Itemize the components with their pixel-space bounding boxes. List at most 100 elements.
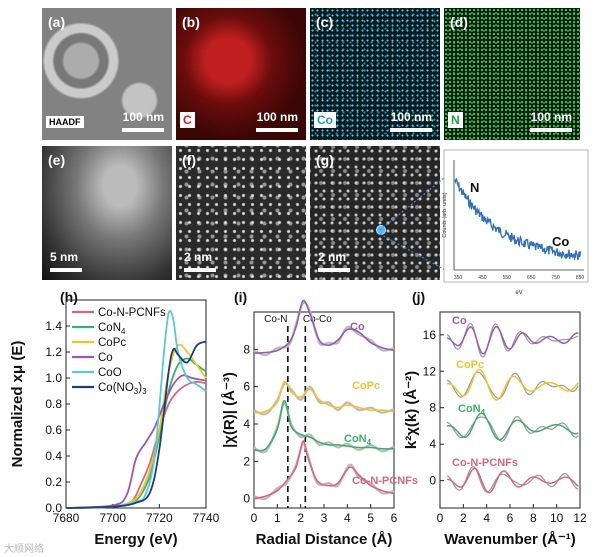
scale-bar-d (530, 128, 572, 132)
chart-i-ytick-4: 4 (243, 417, 250, 431)
scale-text-b: 100 nm (256, 110, 298, 124)
chart-i-xtick-5: 5 (367, 511, 374, 525)
chart-h-series-co-no3-3 (65, 340, 207, 509)
chart-j-ytick-4: 4 (429, 437, 436, 451)
chart-h-ytick-1.2: 1.2 (45, 345, 62, 359)
chart-j-xtick-0: 0 (437, 511, 444, 525)
chart-h-xtick-7680: 7680 (53, 511, 80, 525)
eels-peak-co: Co (552, 234, 569, 249)
chart-h-frame (65, 299, 207, 509)
chart-i-ytick-6: 6 (243, 380, 250, 394)
chart-i-series-label: Co (350, 321, 365, 333)
chart-i-fit-co (253, 299, 395, 354)
scale-bar-a (122, 128, 164, 132)
chart-j-xtick-6: 6 (507, 511, 514, 525)
scale-bar-b (256, 128, 298, 132)
eels-tick-750: 750 (551, 275, 560, 281)
chart-j-xlabel: Wavenumber (Å⁻¹) (444, 531, 576, 548)
watermark: 大顺网络 (4, 544, 44, 555)
chart-j: (j) 0 2 4 6 8 10 12 0 4 8 12 16 Co CoPc CoN4 Co-N-PCNF… (403, 289, 587, 548)
chart-h-xtick-7700: 7700 (99, 511, 126, 525)
eels-tick-350: 350 (454, 275, 463, 281)
chart-h-series-co-n-pcnfs (65, 380, 207, 509)
eels-connector-bottom (379, 233, 457, 277)
chart-h-ylabel: Normalized xμ (E) (9, 341, 26, 468)
scale-text-g: 2 nm (318, 250, 347, 264)
chart-i-guide-label: Co-Co (303, 314, 332, 325)
chart-h-ytick-1.0: 1.0 (45, 371, 62, 385)
panel-label-a: (a) (48, 14, 66, 30)
chart-j-ytick-0: 0 (429, 474, 436, 488)
chart-i-fit-con4 (253, 399, 395, 452)
eels-frame (443, 149, 589, 283)
chart-h-series-coo (65, 309, 207, 509)
panel-e-stem: (e) 5 nm (42, 146, 172, 280)
chart-i-series-label: CoN4 (344, 433, 372, 447)
chart-h-legend-label: CoN4 (98, 322, 126, 336)
chart-h-legend-label: Co (98, 352, 113, 364)
eels-inset: Counts (arb. units) eV 350 450 550 650 750 85… (379, 149, 589, 296)
panel-g-stem: (g) 2 nm (310, 146, 440, 280)
chart-j-xtick-8: 8 (530, 511, 537, 525)
chart-i-ytick-8: 8 (243, 342, 250, 356)
chart-i-xtick-3: 3 (321, 511, 328, 525)
chart-i-xtick-4: 4 (344, 511, 351, 525)
chart-h: (h) 7680 7700 7720 7740 0.0 0.2 0.4 0.6 0.8 1.0 1.… (9, 289, 220, 548)
chart-h-ytick-0.0: 0.0 (45, 501, 62, 515)
chart-i-xtick-6: 6 (391, 511, 398, 525)
chart-h-legend-label: CoO (98, 367, 122, 379)
eels-ylabel: Counts (arb. units) (442, 192, 448, 237)
chart-j-ytick-16: 16 (423, 328, 437, 342)
scale-text-d: 100 nm (530, 110, 572, 124)
scale-text-f: 2 nm (184, 250, 213, 264)
chart-i-ylabel: |χ(R)| (Å⁻³) (221, 372, 238, 448)
scale-bar-f (184, 268, 216, 272)
panel-c-cobalt-map: (c) Co 100 nm (310, 8, 440, 140)
chart-i-xtick-2: 2 (297, 511, 304, 525)
chart-i-xtick-0: 0 (251, 511, 258, 525)
chart-h-ytick-1.4: 1.4 (45, 319, 62, 333)
scale-text-e: 5 nm (50, 250, 79, 264)
chart-h-ytick-0.6: 0.6 (45, 423, 62, 437)
eels-peak-n: N (470, 180, 479, 195)
panel-label-d: (d) (450, 14, 468, 30)
chart-j-fit-con4 (446, 412, 579, 441)
chart-i-series-label: Co-N-PCNFs (352, 475, 418, 487)
chart-i-data-trace (253, 442, 395, 500)
eels-tick-550: 550 (503, 275, 512, 281)
chart-j-series-label: Co-N-PCNFs (452, 457, 518, 469)
panel-label-c: (c) (316, 14, 334, 30)
chart-j-data-trace (446, 466, 579, 493)
scale-bar-e (50, 268, 82, 272)
eels-tick-850: 850 (576, 275, 585, 281)
chart-i-ytick-0: 0 (243, 492, 250, 506)
chart-j-fit-co-n-pcnfs (446, 467, 579, 494)
chart-j-data-trace (446, 415, 579, 442)
chart-i-data-trace (253, 301, 395, 357)
panel-label-f: (f) (182, 152, 196, 168)
panel-label-h: (h) (60, 289, 78, 305)
chart-h-xtick-7740: 7740 (193, 511, 220, 525)
chart-j-series-label: CoN4 (458, 403, 486, 417)
panel-a-haadf: (a) HAADF 100 nm (42, 8, 172, 140)
chart-j-ytick-12: 12 (423, 364, 437, 378)
chart-j-series-label: CoPc (456, 359, 484, 371)
chart-h-ytick-0.2: 0.2 (45, 475, 62, 489)
haadf-tag: HAADF (46, 116, 84, 128)
scale-bar-c (390, 128, 432, 132)
chart-j-xtick-4: 4 (483, 511, 490, 525)
chart-j-data-trace (446, 371, 579, 400)
chart-j-fit-co (446, 325, 579, 355)
chart-j-ylabel: k²χ(k) (Å⁻²) (403, 371, 420, 449)
panel-label-b: (b) (182, 14, 200, 30)
chart-j-data-trace (446, 322, 579, 358)
panel-label-i: (i) (234, 289, 247, 305)
chart-j-series-label: Co (452, 315, 467, 327)
panel-label-e: (e) (48, 152, 66, 168)
chart-i-fit-copc (253, 380, 395, 414)
chart-i-guide-label: Co-N (264, 314, 287, 325)
element-tag-co: Co (314, 112, 336, 128)
eels-spectrum-line (454, 178, 582, 262)
